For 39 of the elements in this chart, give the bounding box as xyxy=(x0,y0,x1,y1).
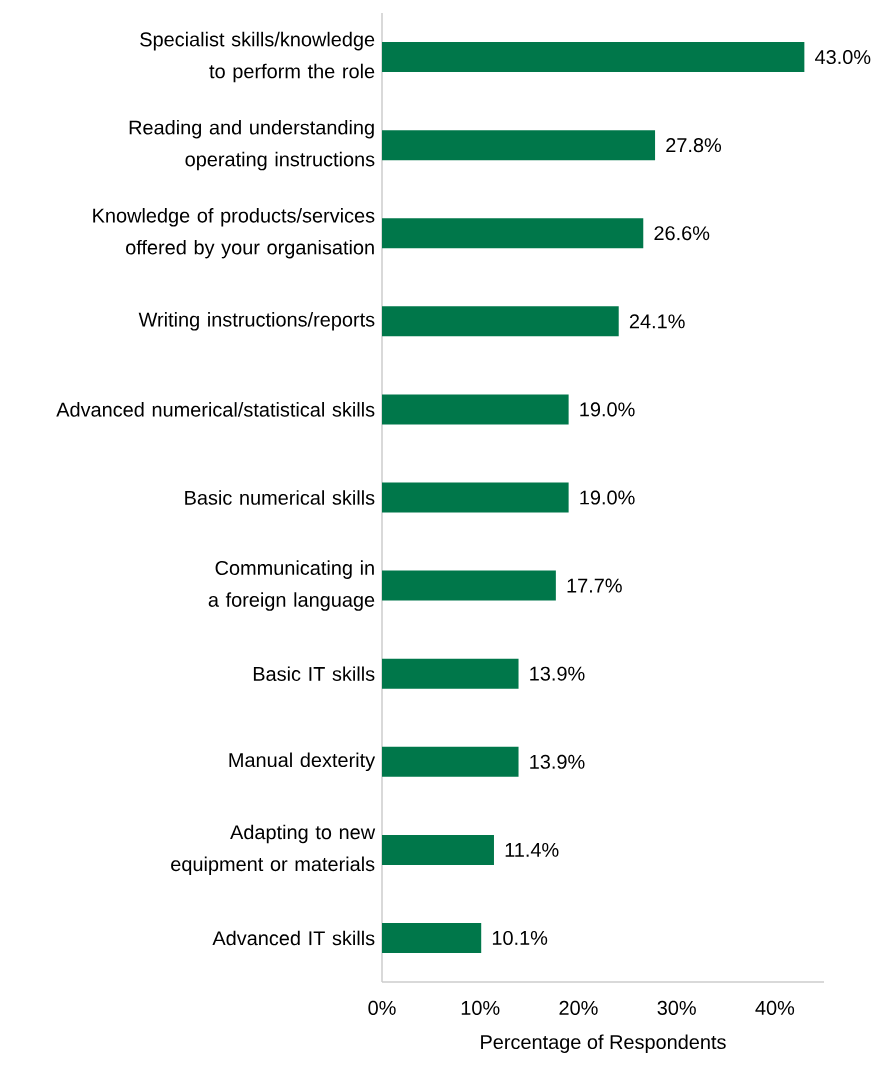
y-tick-label: Advanced numerical/statistical skills xyxy=(56,402,375,417)
x-axis-title: Percentage of Respondents xyxy=(481,1034,726,1054)
bar xyxy=(382,42,805,73)
bar xyxy=(382,482,569,513)
data-label: 43.0% xyxy=(815,50,871,65)
y-tick-label: Writing instructions/reports xyxy=(138,312,375,331)
bar xyxy=(382,306,619,337)
x-tick-label: 20% xyxy=(559,1000,598,1015)
data-label: 27.8% xyxy=(666,138,722,153)
x-tick-label: 30% xyxy=(657,1000,696,1015)
bar xyxy=(382,658,519,689)
y-tick-label: Communicating in a foreign language xyxy=(208,560,375,611)
bar xyxy=(382,130,656,161)
data-label: 13.9% xyxy=(530,666,585,681)
y-tick-label: Knowledge of products/services offered by your organisation xyxy=(93,208,375,259)
data-label: 24.1% xyxy=(629,314,685,329)
bar xyxy=(382,218,644,249)
y-tick-label: Reading and understanding operating instructions xyxy=(129,119,375,171)
x-tick-label: 10% xyxy=(461,1000,500,1015)
y-tick-label: Specialist skills/knowledge to perform the role xyxy=(140,31,375,83)
data-label: 11.4% xyxy=(505,842,559,857)
bar xyxy=(382,746,519,777)
bar xyxy=(382,394,569,425)
data-label: 17.7% xyxy=(567,578,622,593)
bar xyxy=(382,570,556,601)
data-label: 13.9% xyxy=(530,754,585,769)
y-tick-label: Adapting to new equipment or materials xyxy=(171,824,376,876)
x-tick-label: 40% xyxy=(755,1000,795,1015)
bar xyxy=(382,922,482,953)
data-label: 19.0% xyxy=(580,490,635,505)
data-label: 26.6% xyxy=(654,226,710,241)
y-tick-label: Manual dexterity xyxy=(229,752,376,772)
y-tick-label: Basic IT skills xyxy=(253,666,375,681)
x-tick-label: 0% xyxy=(368,1000,396,1015)
y-tick-label: Advanced IT skills xyxy=(212,930,375,946)
bar xyxy=(382,834,494,865)
y-tick-label: Basic numerical skills xyxy=(185,490,375,505)
data-label: 19.0% xyxy=(580,402,635,417)
data-label: 10.1% xyxy=(492,930,548,946)
